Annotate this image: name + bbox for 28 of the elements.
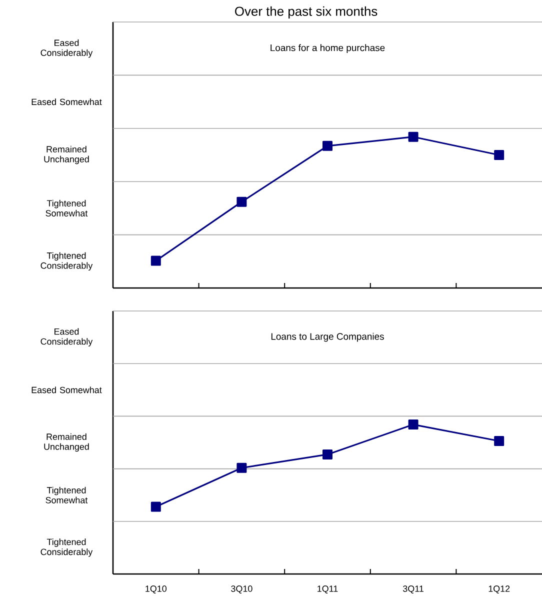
x-tick-label: 1Q10 xyxy=(146,586,167,594)
text: Eased Considerably xyxy=(40,328,93,346)
point xyxy=(150,256,161,266)
x-tick-label: 3Q11 xyxy=(403,586,424,594)
point xyxy=(408,132,418,142)
text: Eased Somewhat xyxy=(32,386,102,394)
x-tick-label: 1Q12 xyxy=(488,586,510,594)
text: Tightened Considerably xyxy=(40,252,93,271)
text: Remained Unchanged xyxy=(44,146,89,164)
text: Tightened Considerably xyxy=(40,538,93,557)
text: Tightened Somewhat xyxy=(46,200,88,216)
point xyxy=(236,196,247,207)
point xyxy=(494,436,504,446)
point xyxy=(236,462,247,473)
text: Eased Considerably xyxy=(40,39,93,58)
point xyxy=(322,140,332,151)
chart-subtitle: Loans for a home purchase xyxy=(270,44,385,54)
text: Remained Unchanged xyxy=(44,433,89,452)
point xyxy=(150,502,161,512)
text: Tightened Somewhat xyxy=(46,486,88,504)
chart-subtitle: Loans to Large Companies xyxy=(271,332,384,342)
text: Eased Somewhat xyxy=(32,98,102,106)
x-tick-label: 1Q11 xyxy=(318,586,338,594)
x-tick-label: 3Q10 xyxy=(231,586,252,594)
point xyxy=(322,449,332,460)
chart-title: Over the past six months xyxy=(235,6,378,18)
point xyxy=(494,150,504,160)
point xyxy=(408,420,418,430)
